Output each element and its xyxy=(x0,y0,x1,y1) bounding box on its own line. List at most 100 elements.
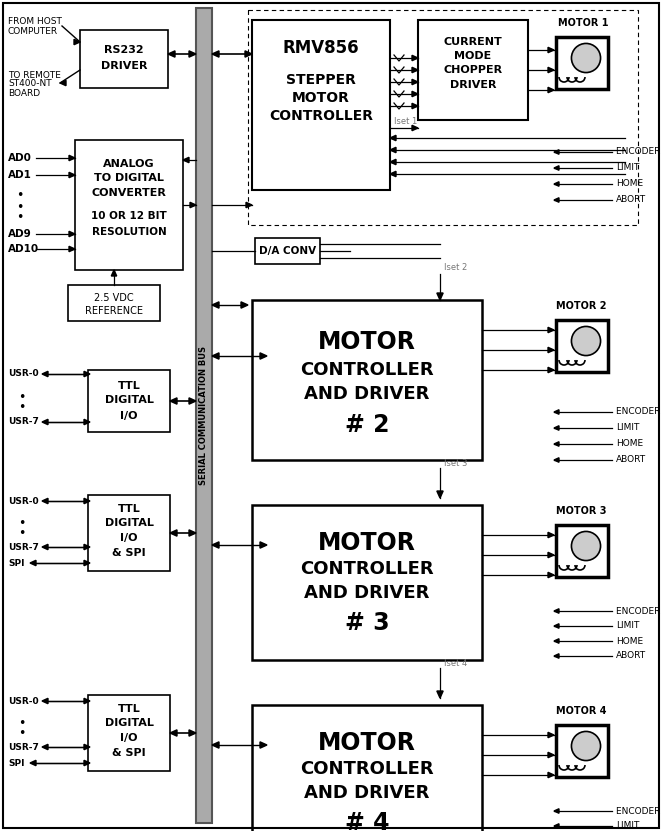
Polygon shape xyxy=(554,824,559,829)
Text: & SPI: & SPI xyxy=(112,748,146,758)
Polygon shape xyxy=(212,51,219,57)
Text: •: • xyxy=(19,716,26,730)
Polygon shape xyxy=(554,624,559,628)
Text: I/O: I/O xyxy=(120,411,138,421)
Polygon shape xyxy=(548,367,554,372)
Polygon shape xyxy=(42,371,48,376)
Polygon shape xyxy=(212,302,219,308)
Text: CHOPPER: CHOPPER xyxy=(444,65,502,75)
Polygon shape xyxy=(548,533,554,538)
Text: HOME: HOME xyxy=(616,179,643,189)
Text: •: • xyxy=(19,726,26,740)
Text: # 2: # 2 xyxy=(345,413,389,437)
Text: & SPI: & SPI xyxy=(112,548,146,558)
Polygon shape xyxy=(30,760,36,765)
Polygon shape xyxy=(554,639,559,643)
Polygon shape xyxy=(241,302,248,308)
Polygon shape xyxy=(260,542,267,548)
Circle shape xyxy=(571,532,600,561)
Text: •: • xyxy=(19,401,26,415)
Polygon shape xyxy=(69,231,75,237)
Text: CONVERTER: CONVERTER xyxy=(91,188,166,198)
Polygon shape xyxy=(170,730,177,736)
Text: MODE: MODE xyxy=(454,51,492,61)
Text: Iset 2: Iset 2 xyxy=(444,263,467,273)
Polygon shape xyxy=(390,171,396,177)
Polygon shape xyxy=(554,809,559,814)
Text: RESOLUTION: RESOLUTION xyxy=(91,227,166,237)
Text: TTL: TTL xyxy=(118,381,140,391)
Polygon shape xyxy=(212,542,219,548)
Text: # 4: # 4 xyxy=(345,811,389,831)
Polygon shape xyxy=(69,172,75,178)
Text: •: • xyxy=(19,517,26,529)
Text: •: • xyxy=(17,189,24,203)
Text: DRIVER: DRIVER xyxy=(449,80,496,90)
Polygon shape xyxy=(390,160,396,165)
Polygon shape xyxy=(69,155,75,160)
Text: AD9: AD9 xyxy=(8,229,32,239)
Bar xyxy=(252,300,482,460)
Polygon shape xyxy=(548,752,554,758)
Text: MOTOR 2: MOTOR 2 xyxy=(556,301,606,311)
Polygon shape xyxy=(111,270,117,276)
Bar xyxy=(88,370,170,432)
Polygon shape xyxy=(437,293,443,300)
Circle shape xyxy=(571,43,600,72)
Polygon shape xyxy=(212,353,219,359)
Polygon shape xyxy=(554,150,559,155)
Polygon shape xyxy=(42,698,48,704)
Bar xyxy=(252,705,482,831)
Text: USR-7: USR-7 xyxy=(8,543,39,552)
Text: MOTOR: MOTOR xyxy=(318,531,416,555)
Polygon shape xyxy=(554,609,559,613)
Polygon shape xyxy=(412,67,418,72)
Polygon shape xyxy=(390,135,396,140)
Polygon shape xyxy=(42,499,48,504)
Text: FROM HOST: FROM HOST xyxy=(8,17,62,27)
Text: AND DRIVER: AND DRIVER xyxy=(305,784,430,802)
Text: ENCODER INPUTS: ENCODER INPUTS xyxy=(616,407,662,416)
Text: MOTOR: MOTOR xyxy=(318,330,416,354)
Polygon shape xyxy=(189,398,196,404)
Text: I/O: I/O xyxy=(120,533,138,543)
Polygon shape xyxy=(412,56,418,61)
Text: TTL: TTL xyxy=(118,504,140,514)
Polygon shape xyxy=(84,560,90,566)
Polygon shape xyxy=(554,410,559,414)
Text: D/A CONV: D/A CONV xyxy=(259,246,316,256)
Polygon shape xyxy=(189,530,196,536)
Text: AD0: AD0 xyxy=(8,153,32,163)
Text: STEPPER: STEPPER xyxy=(286,73,356,87)
Text: AND DRIVER: AND DRIVER xyxy=(305,385,430,403)
Bar xyxy=(556,320,608,372)
Text: TTL: TTL xyxy=(118,704,140,714)
Polygon shape xyxy=(245,51,252,57)
Polygon shape xyxy=(554,425,559,430)
Text: ABORT: ABORT xyxy=(616,455,646,465)
Text: •: • xyxy=(19,391,26,405)
Polygon shape xyxy=(84,760,90,765)
Text: MOTOR 4: MOTOR 4 xyxy=(556,706,606,716)
Polygon shape xyxy=(190,202,196,208)
Text: DIGITAL: DIGITAL xyxy=(105,395,154,405)
Bar xyxy=(75,140,183,270)
Text: •: • xyxy=(17,212,24,224)
Text: SERIAL COMMUNICATION BUS: SERIAL COMMUNICATION BUS xyxy=(199,346,209,485)
Polygon shape xyxy=(69,246,75,252)
Circle shape xyxy=(571,731,600,760)
Polygon shape xyxy=(548,732,554,738)
Bar xyxy=(252,20,390,190)
Text: AD1: AD1 xyxy=(8,170,32,180)
Text: USR-0: USR-0 xyxy=(8,370,38,378)
Polygon shape xyxy=(412,125,418,130)
Polygon shape xyxy=(548,87,554,93)
Bar xyxy=(248,10,638,225)
Bar xyxy=(252,505,482,660)
Polygon shape xyxy=(437,491,443,498)
Polygon shape xyxy=(548,47,554,52)
Polygon shape xyxy=(84,420,90,425)
Text: ST400-NT: ST400-NT xyxy=(8,80,52,88)
Text: I/O: I/O xyxy=(120,733,138,743)
Polygon shape xyxy=(260,742,267,748)
